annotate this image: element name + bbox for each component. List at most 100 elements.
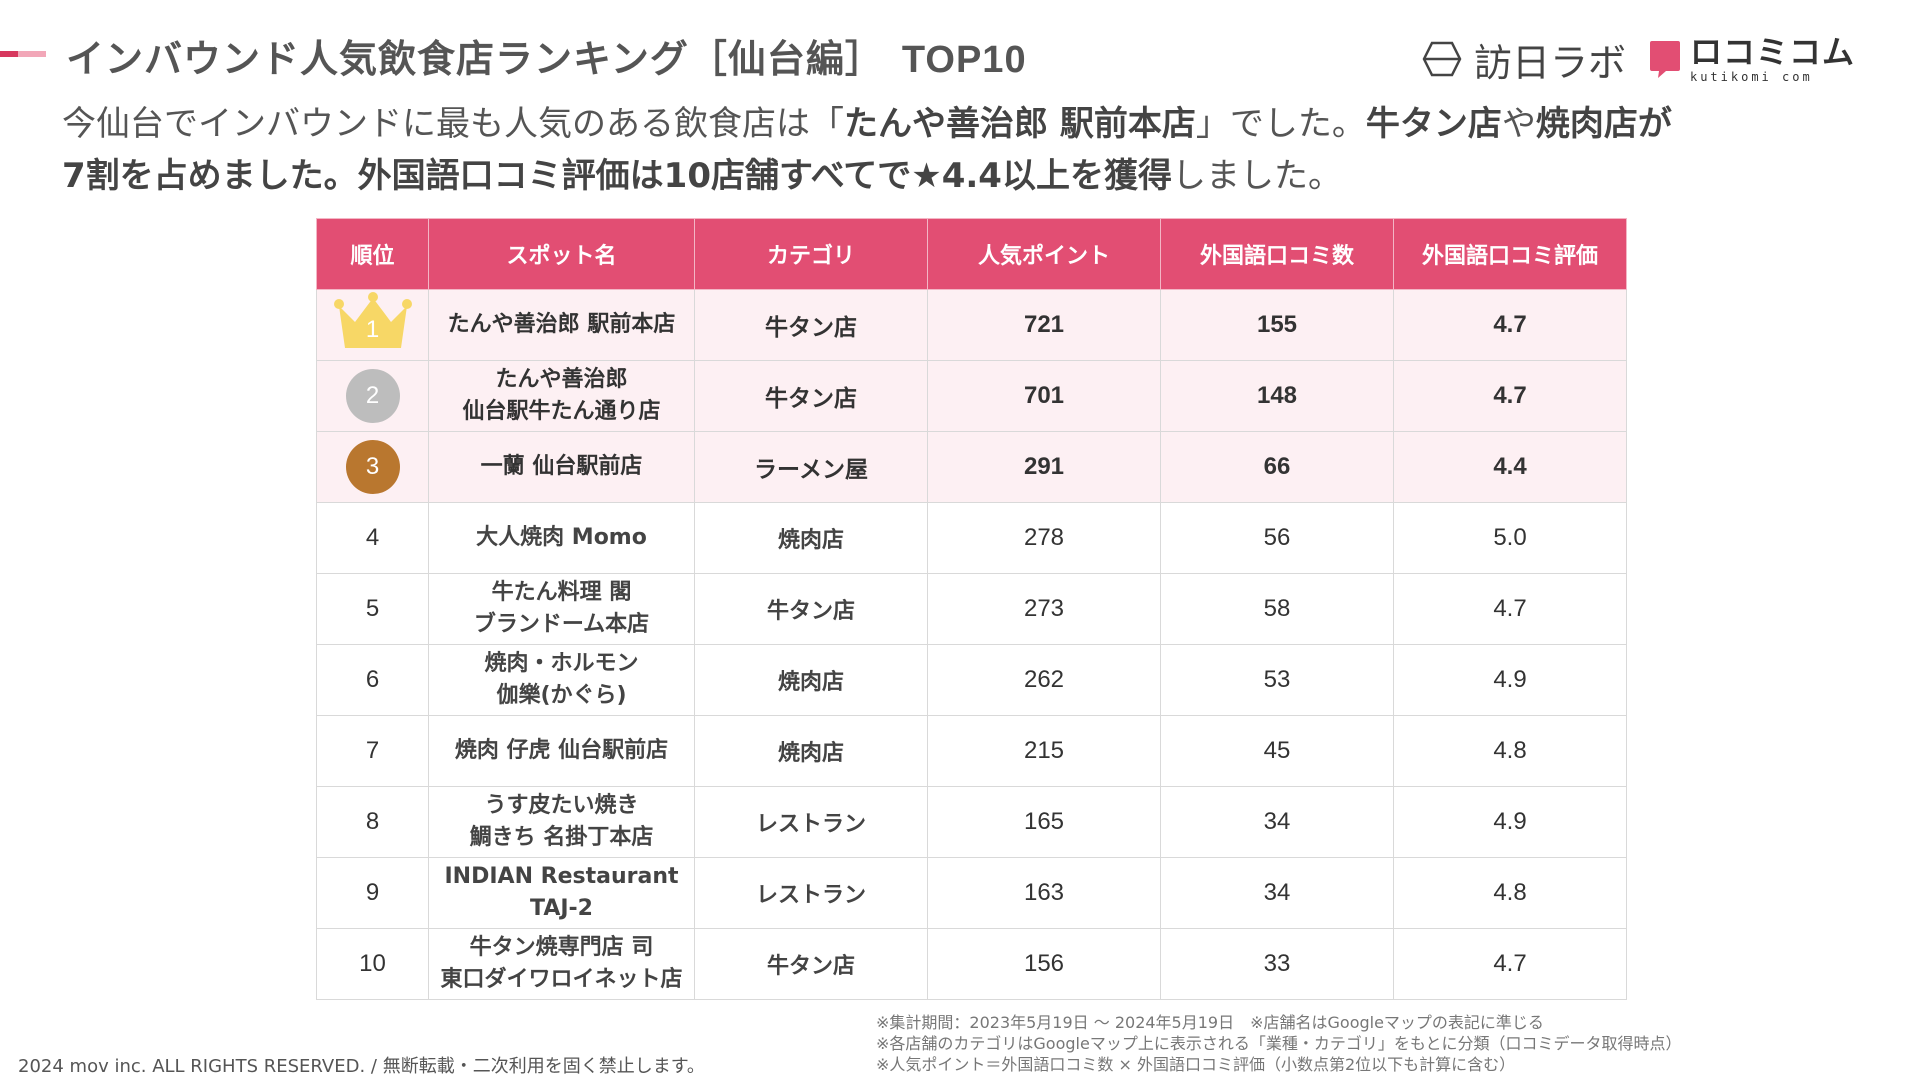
points-cell: 215 [927, 715, 1161, 787]
category-cell: 牛タン店 [694, 360, 928, 432]
lead-text: 今仙台でインバウンドに最も人気のある飲食店は「たんや善治郎 駅前本店」でした。牛… [62, 98, 1862, 202]
lead-line-2: 7割を占めました。外国語口コミ評価は10店舗すべてで★4.4以上を獲得しました。 [62, 150, 1862, 202]
footnote: ※人気ポイント＝外国語口コミ数 × 外国語口コミ評価（小数点第2位以下も計算に含… [876, 1055, 1516, 1074]
accent-bar-light [18, 51, 46, 57]
table-row: 4 大人焼肉 Momo 焼肉店 278 56 5.0 [316, 502, 1627, 574]
spot-name-line: 焼肉・ホルモン [484, 651, 639, 676]
category-cell: 牛タン店 [694, 573, 928, 645]
header-rank: 順位 [316, 218, 429, 290]
rank-cell: 1 [316, 289, 429, 361]
review-rating-cell: 4.8 [1393, 715, 1627, 787]
header-points: 人気ポイント [927, 218, 1161, 290]
spot-cell: INDIAN Restaurant TAJ-2 [428, 857, 695, 929]
rank-cell: 5 [316, 573, 429, 645]
silver-medal-badge: 2 [345, 369, 400, 423]
rank-cell: 7 [316, 715, 429, 787]
category-cell: レストラン [694, 786, 928, 858]
review-rating-cell: 4.7 [1393, 289, 1627, 361]
spot-cell: 大人焼肉 Momo [428, 502, 695, 574]
category-cell: 牛タン店 [694, 928, 928, 1000]
table-row: 9 INDIAN Restaurant TAJ-2 レストラン 163 34 4.… [316, 857, 1627, 929]
rank-cell: 3 [316, 431, 429, 503]
kutikomi-sublabel: kutikomi com [1689, 69, 1813, 84]
review-count-cell: 56 [1160, 502, 1394, 574]
table-row: 5 牛たん料理 閣ブランドーム本店 牛タン店 273 58 4.7 [316, 573, 1627, 645]
spot-name-line: ブランドーム本店 [473, 612, 650, 637]
lead-segment: や [1501, 104, 1536, 144]
lead-highlight: 焼肉店が [1535, 104, 1672, 144]
category-cell: 焼肉店 [694, 502, 928, 574]
review-count-cell: 155 [1160, 289, 1394, 361]
header-category: カテゴリ [694, 218, 928, 290]
lead-highlight: 7割を占めました。外国語口コミ評価は10店舗すべてで★4.4以上を獲得 [62, 156, 1172, 196]
accent-bar-dark [0, 51, 18, 57]
lead-segment: 今仙台でインバウンドに最も人気のある飲食店は「 [62, 104, 844, 144]
spot-name-line: 焼肉 仔虎 仙台駅前店 [454, 738, 669, 763]
points-cell: 291 [927, 431, 1161, 503]
category-cell: レストラン [694, 857, 928, 929]
ranking-table: 順位 スポット名 カテゴリ 人気ポイント 外国語口コミ数 外国語口コミ評価 1 [316, 218, 1627, 1000]
spot-name-line: 牛タン焼専門店 司 [469, 935, 654, 960]
spot-name-line: 鯛きち 名掛丁本店 [469, 825, 654, 850]
lead-highlight: たんや善治郎 駅前本店 [844, 104, 1196, 144]
rank-cell: 10 [316, 928, 429, 1000]
spot-name-line: TAJ-2 [530, 896, 593, 921]
spot-name-line: 大人焼肉 Momo [476, 525, 647, 550]
points-cell: 163 [927, 857, 1161, 929]
category-cell: 焼肉店 [694, 644, 928, 716]
points-cell: 156 [927, 928, 1161, 1000]
review-count-cell: 34 [1160, 786, 1394, 858]
spot-name-line: うす皮たい焼き [484, 793, 639, 818]
houjin-labo-label: 訪日ラボ [1473, 40, 1626, 85]
logo-area: 訪日ラボ ロコミコム kutikomi com [1422, 34, 1855, 85]
table-row: 6 焼肉・ホルモン 伽樂(かぐら) 焼肉店 262 53 4.9 [316, 644, 1627, 716]
review-rating-cell: 4.7 [1393, 360, 1627, 432]
table-row: 7 焼肉 仔虎 仙台駅前店 焼肉店 215 45 4.8 [316, 715, 1627, 787]
lead-line-1: 今仙台でインバウンドに最も人気のある飲食店は「たんや善治郎 駅前本店」でした。牛… [62, 98, 1862, 150]
rank-cell: 2 [316, 360, 429, 432]
review-rating-cell: 4.7 [1393, 573, 1627, 645]
category-cell: 牛タン店 [694, 289, 928, 361]
spot-name-line: たんや善治郎 [495, 367, 628, 392]
spot-name-line: INDIAN Restaurant [444, 864, 679, 889]
kutikomi-label: ロコミコム [1689, 32, 1855, 71]
spot-cell: たんや善治郎仙台駅牛たん通り店 [428, 360, 695, 432]
review-count-cell: 34 [1160, 857, 1394, 929]
review-rating-cell: 4.9 [1393, 786, 1627, 858]
points-cell: 278 [927, 502, 1161, 574]
bronze-medal-badge: 3 [345, 440, 400, 494]
page-title: インバウンド人気飲食店ランキング［仙台編］ TOP10 [66, 28, 1027, 83]
footnotes: ※集計期間：2023年5月19日 〜 2024年5月19日 ※店舗名はGoogl… [876, 1012, 1682, 1075]
points-cell: 262 [927, 644, 1161, 716]
title-accent-bar [0, 51, 46, 57]
spot-cell: 牛タン焼専門店 司東口ダイワロイネット店 [428, 928, 695, 1000]
points-cell: 701 [927, 360, 1161, 432]
rank-cell: 9 [316, 857, 429, 929]
table-row: 1 たんや善治郎 駅前本店 牛タン店 721 155 4.7 [316, 289, 1627, 361]
page-title-tag: TOP10 [901, 39, 1027, 81]
rank-cell: 4 [316, 502, 429, 574]
review-rating-cell: 5.0 [1393, 502, 1627, 574]
table-row: 3 一蘭 仙台駅前店 ラーメン屋 291 66 4.4 [316, 431, 1627, 503]
rank-cell: 6 [316, 644, 429, 716]
hexagon-logo-icon [1422, 41, 1462, 77]
footnote: ※集計期間：2023年5月19日 〜 2024年5月19日 ※店舗名はGoogl… [876, 1013, 1544, 1032]
category-cell: ラーメン屋 [694, 431, 928, 503]
spot-name-line: 東口ダイワロイネット店 [440, 967, 683, 992]
spot-name-line: 牛たん料理 閣 [491, 580, 632, 605]
spot-name-line: 仙台駅牛たん通り店 [462, 399, 661, 424]
table-row: 2 たんや善治郎 仙台駅牛たん通り店 牛タン店 701 148 4.7 [316, 360, 1627, 432]
rank-cell: 8 [316, 786, 429, 858]
review-count-cell: 66 [1160, 431, 1394, 503]
spot-name-line: 伽樂(かぐら) [496, 683, 627, 708]
table-header-row: 順位 スポット名 カテゴリ 人気ポイント 外国語口コミ数 外国語口コミ評価 [316, 218, 1627, 290]
review-count-cell: 33 [1160, 928, 1394, 1000]
gold-crown-icon: 1 [333, 292, 413, 352]
spot-name-line: 一蘭 仙台駅前店 [480, 454, 643, 479]
lead-highlight: 牛タン店 [1365, 104, 1502, 144]
kutikomi-logo: ロコミコム kutikomi com [1648, 36, 1855, 83]
review-count-cell: 45 [1160, 715, 1394, 787]
spot-name-line: たんや善治郎 駅前本店 [447, 312, 676, 337]
table-row: 8 うす皮たい焼き 鯛きち 名掛丁本店 レストラン 165 34 4.9 [316, 786, 1627, 858]
review-rating-cell: 4.8 [1393, 857, 1627, 929]
